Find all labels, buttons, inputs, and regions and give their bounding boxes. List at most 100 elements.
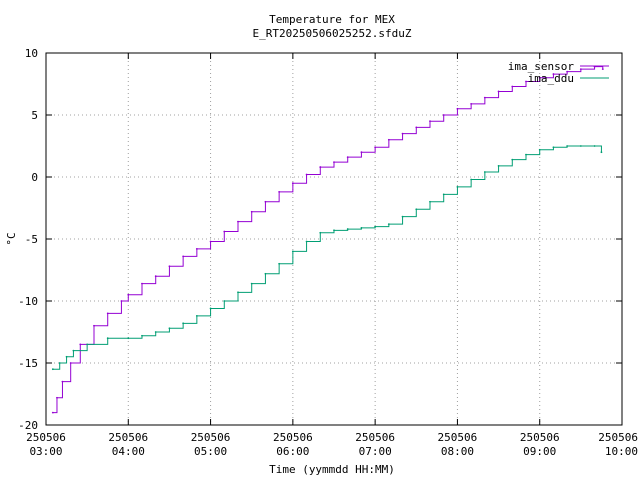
data-point-ima_ddu xyxy=(374,225,377,228)
data-point-ima_sensor xyxy=(106,312,109,315)
data-point-ima_sensor xyxy=(141,282,143,285)
data-point-ima_ddu xyxy=(442,193,445,196)
chart-title: Temperature for MEX xyxy=(269,13,395,26)
data-point-ima_ddu xyxy=(511,158,514,161)
x-tick-time-label: 03:00 xyxy=(29,445,62,458)
data-point-ima_sensor xyxy=(195,248,198,250)
data-point-ima_sensor xyxy=(566,70,569,73)
x-tick-date-label: 250506 xyxy=(438,431,478,444)
data-point-ima_sensor xyxy=(237,220,239,223)
data-point-ima_sensor xyxy=(69,362,72,364)
axes xyxy=(45,52,623,426)
data-point-ima_ddu xyxy=(264,272,267,275)
data-point-ima_sensor xyxy=(429,120,431,123)
data-point-ima_ddu xyxy=(195,314,198,317)
data-point-ima_ddu xyxy=(415,208,418,211)
data-point-ima_ddu xyxy=(58,362,61,364)
data-point-ima_ddu xyxy=(237,291,239,294)
legend-label: ima_ddu xyxy=(528,72,574,85)
data-point-ima_ddu xyxy=(497,164,500,167)
data-point-ima_sensor xyxy=(387,138,390,141)
data-point-ima_ddu xyxy=(154,331,157,333)
data-point-ima_ddu xyxy=(168,327,171,330)
data-point-ima_sensor xyxy=(223,230,226,233)
data-point-ima_sensor xyxy=(154,275,157,278)
data-point-ima_sensor xyxy=(579,68,582,71)
x-tick-time-label: 10:00 xyxy=(605,445,638,458)
x-tick-time-label: 07:00 xyxy=(359,445,392,458)
data-point-ima_sensor xyxy=(79,343,82,346)
data-point-ima_ddu xyxy=(552,146,555,149)
data-point-ima_ddu xyxy=(566,145,569,147)
data-point-ima_ddu xyxy=(223,300,226,302)
data-point-ima_ddu xyxy=(305,240,308,243)
data-point-ima_sensor xyxy=(415,126,418,129)
data-point-ima_sensor xyxy=(497,90,500,93)
x-tick-time-label: 06:00 xyxy=(276,445,309,458)
data-point-ima_sensor xyxy=(182,255,185,258)
x-tick-date-label: 250506 xyxy=(355,431,395,444)
x-tick-time-label: 08:00 xyxy=(441,445,474,458)
series-lines xyxy=(51,65,604,414)
data-point-ima_sensor xyxy=(127,293,130,296)
data-point-ima_ddu xyxy=(209,307,212,310)
x-tick-date-label: 250506 xyxy=(598,431,638,444)
data-point-ima_ddu xyxy=(51,368,54,371)
data-point-ima_sensor xyxy=(456,107,459,110)
data-point-ima_sensor xyxy=(291,182,294,185)
data-point-ima_ddu xyxy=(319,231,322,234)
data-point-ima_ddu xyxy=(141,334,143,337)
data-point-ima_ddu xyxy=(401,215,404,218)
plot-border xyxy=(45,52,623,426)
data-point-ima_sensor xyxy=(305,173,308,176)
data-point-ima_ddu xyxy=(291,250,294,253)
data-point-ima_sensor xyxy=(120,300,123,302)
data-point-ima_sensor xyxy=(360,151,363,154)
data-point-ima_ddu xyxy=(525,153,527,156)
chart-subtitle: E_RT2025050602525​2.sfduZ xyxy=(253,27,412,40)
data-point-ima_ddu xyxy=(182,322,185,325)
data-point-ima_ddu xyxy=(538,148,541,151)
data-point-ima_sensor xyxy=(93,324,95,327)
y-tick-label: 0 xyxy=(31,171,38,184)
x-tick-date-label: 250506 xyxy=(520,431,560,444)
data-point-ima_sensor xyxy=(61,380,64,383)
data-point-ima_sensor xyxy=(209,240,212,243)
data-point-ima_sensor xyxy=(264,200,267,203)
data-point-ima_ddu xyxy=(360,226,363,229)
data-point-ima_sensor xyxy=(401,132,404,135)
data-point-ima_ddu xyxy=(86,343,89,346)
data-point-ima_ddu xyxy=(127,337,130,340)
y-tick-label: -10 xyxy=(18,295,38,308)
data-point-ima_sensor xyxy=(483,96,486,99)
data-point-ima_sensor xyxy=(538,76,541,79)
data-point-ima_ddu xyxy=(600,151,603,154)
data-point-ima_sensor xyxy=(511,85,514,88)
legend-label: ima_sensor xyxy=(508,60,575,73)
y-tick-label: -5 xyxy=(25,233,38,246)
x-tick-date-label: 250506 xyxy=(273,431,313,444)
y-tick-label: -15 xyxy=(18,357,38,370)
data-point-ima_ddu xyxy=(250,282,253,285)
data-point-ima_ddu xyxy=(72,349,75,352)
data-point-ima_sensor xyxy=(56,396,58,399)
data-point-ima_ddu xyxy=(65,355,68,358)
data-point-ima_sensor xyxy=(374,146,377,149)
series-line-ima_ddu xyxy=(52,145,602,370)
data-point-ima_ddu xyxy=(278,262,281,265)
data-point-ima_sensor xyxy=(168,265,171,268)
data-point-ima_ddu xyxy=(470,178,473,181)
series-line-ima_sensor xyxy=(52,66,604,414)
x-tick-date-label: 250506 xyxy=(108,431,148,444)
data-point-ima_sensor xyxy=(552,73,555,75)
x-tick-date-label: 250506 xyxy=(26,431,66,444)
tick-labels: -20-15-10-5051025050603:0025050604:00250… xyxy=(18,47,638,458)
data-point-ima_ddu xyxy=(333,229,335,232)
data-point-ima_ddu xyxy=(106,337,109,340)
y-tick-label: 10 xyxy=(25,47,38,60)
x-axis-label: Time (yymmdd HH:MM) xyxy=(269,463,395,476)
data-point-ima_sensor xyxy=(51,411,54,414)
data-point-ima_sensor xyxy=(470,102,473,105)
